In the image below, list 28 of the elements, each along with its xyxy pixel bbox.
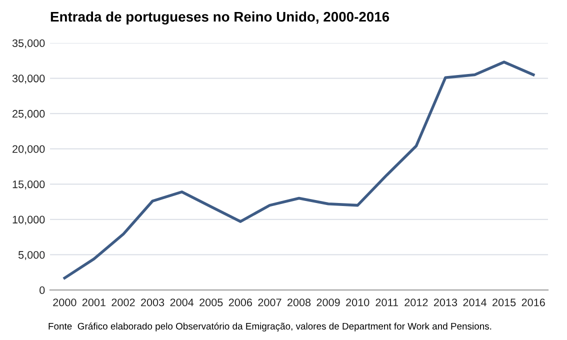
x-tick-label: 2008 bbox=[287, 298, 311, 306]
x-tick-label: 2014 bbox=[463, 298, 486, 306]
x-tick-label: 2012 bbox=[404, 298, 428, 306]
y-tick-label: 25,000 bbox=[12, 110, 45, 119]
x-tick-label: 2013 bbox=[434, 298, 458, 306]
x-tick-label: 2007 bbox=[258, 298, 282, 306]
x-tick-label: 2016 bbox=[522, 298, 545, 306]
x-tick-label: 2001 bbox=[82, 298, 106, 306]
x-tick-label: 2002 bbox=[112, 298, 135, 306]
source-note: Fonte Gráfico elaborado pelo Observatório da Emigração, valores de Department for Work and Pensions. bbox=[48, 322, 492, 332]
y-tick-label: 30,000 bbox=[12, 74, 45, 84]
y-tick-label: 35,000 bbox=[12, 39, 45, 48]
x-tick-label: 2009 bbox=[316, 298, 340, 306]
chart-title: Entrada de portugueses no Reino Unido, 2000-2016 bbox=[50, 11, 390, 25]
x-tick-label: 2005 bbox=[200, 298, 223, 306]
y-tick-label: 20,000 bbox=[12, 145, 45, 154]
x-tick-label: 2010 bbox=[346, 298, 370, 306]
y-tick-label: 10,000 bbox=[12, 216, 45, 225]
line-series bbox=[63, 60, 535, 280]
y-tick-label: 5,000 bbox=[18, 251, 45, 260]
x-tick-label: 2004 bbox=[170, 298, 194, 306]
x-tick-label: 2015 bbox=[492, 298, 516, 306]
x-tick-label: 2006 bbox=[228, 298, 252, 306]
y-tick-label: 15,000 bbox=[12, 180, 45, 190]
x-tick-label: 2000 bbox=[53, 298, 76, 306]
y-tick-label: 0 bbox=[40, 286, 45, 294]
x-tick-label: 2011 bbox=[376, 298, 398, 306]
x-tick-label: 2003 bbox=[141, 298, 164, 306]
